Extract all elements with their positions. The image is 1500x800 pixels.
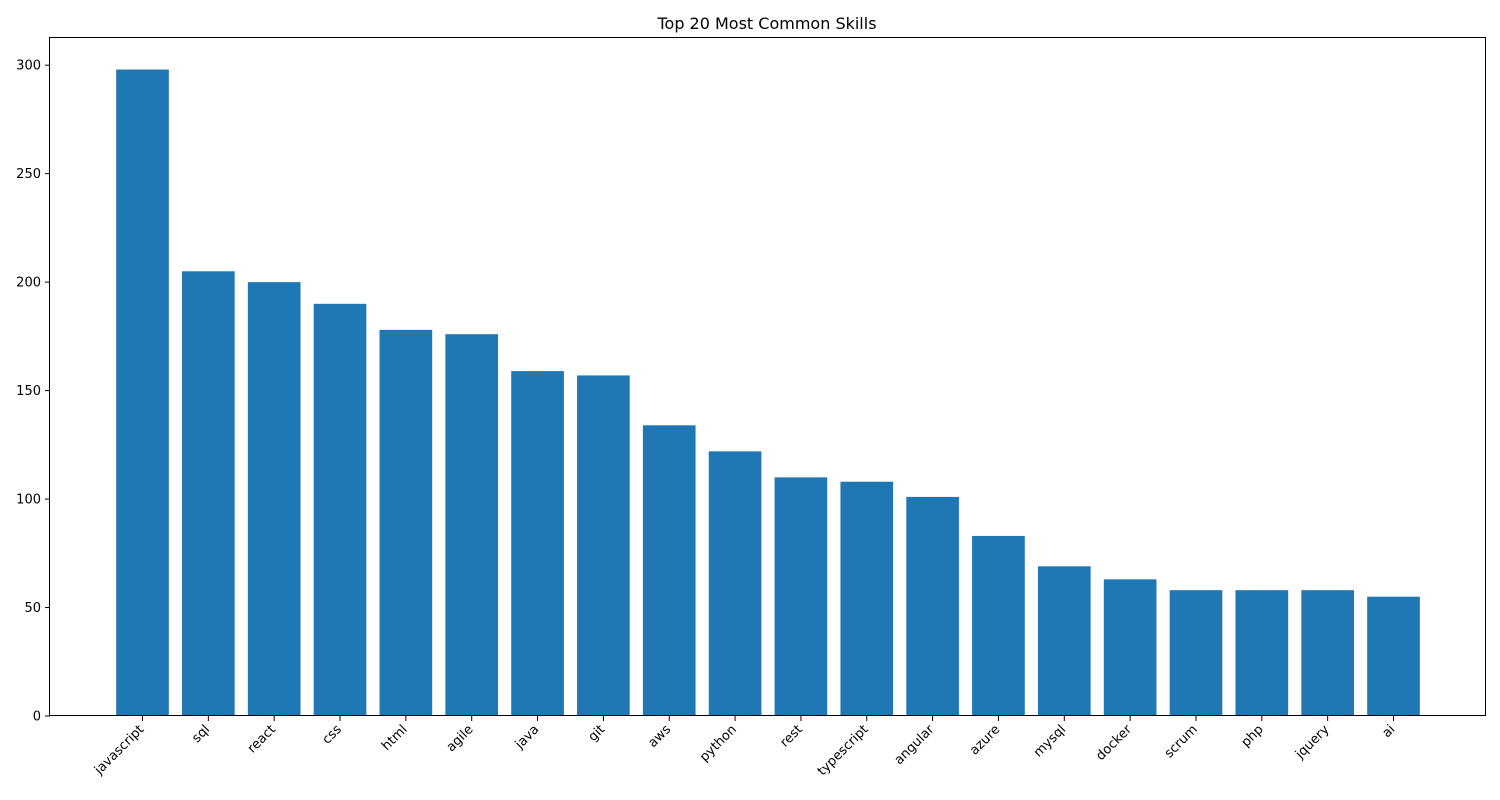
y-tick-label: 150 <box>16 384 41 399</box>
x-tick-label: php <box>1239 722 1267 750</box>
x-tick-label: java <box>512 722 543 753</box>
bar-angular <box>906 496 959 716</box>
x-tick-label: ai <box>1380 722 1399 741</box>
bar-react <box>247 282 301 716</box>
bar-ai <box>1367 596 1420 716</box>
x-tick-label: mysql <box>1031 722 1069 760</box>
bar-aws <box>642 425 696 716</box>
x-tick-label: typescript <box>815 722 872 779</box>
y-axis: 0 50 100 150 200 250 300 <box>16 59 50 725</box>
x-tick-label: azure <box>967 722 1003 758</box>
bar-git <box>577 375 630 716</box>
y-tick-label: 250 <box>16 167 41 182</box>
bar-azure <box>972 535 1025 716</box>
bar-scrum <box>1169 590 1223 716</box>
y-tick-label: 300 <box>16 59 41 74</box>
bar-typescript <box>840 481 894 716</box>
x-tick-label: git <box>586 722 609 745</box>
x-tick-label: rest <box>778 722 806 750</box>
bar-jquery <box>1301 590 1354 716</box>
x-tick-label: angular <box>892 722 938 768</box>
x-tick-label: css <box>320 722 345 747</box>
y-tick-label: 100 <box>16 493 41 508</box>
bar-sql <box>182 271 235 716</box>
y-tick-label: 50 <box>24 601 41 616</box>
bar-mysql <box>1037 566 1091 716</box>
bar-python <box>708 451 762 716</box>
x-tick-label: agile <box>444 722 477 755</box>
x-tick-label: scrum <box>1162 722 1201 761</box>
x-tick-label: html <box>379 722 411 754</box>
x-tick-label: docker <box>1093 722 1135 764</box>
x-tick-label: jquery <box>1292 722 1333 763</box>
x-tick-label: python <box>697 722 740 765</box>
bar-rest <box>774 477 828 716</box>
bar-javascript <box>116 69 169 717</box>
chart-title: Top 20 Most Common Skills <box>656 14 876 33</box>
bar-docker <box>1103 579 1157 716</box>
bars-group <box>116 69 1420 717</box>
x-tick-label: react <box>245 722 279 756</box>
x-axis: javascript sql react css html agile java git aws… <box>91 716 1398 779</box>
y-tick-label: 200 <box>16 276 41 291</box>
bar-html <box>379 329 433 716</box>
bar-php <box>1235 590 1289 716</box>
bar-agile <box>445 334 499 716</box>
x-tick-label: aws <box>646 722 675 751</box>
x-tick-label: javascript <box>91 722 147 778</box>
y-tick-label: 0 <box>33 710 41 725</box>
plot-frame <box>49 37 1486 716</box>
bar-css <box>313 303 367 716</box>
bar-java <box>511 371 564 716</box>
x-tick-label: sql <box>189 722 213 746</box>
